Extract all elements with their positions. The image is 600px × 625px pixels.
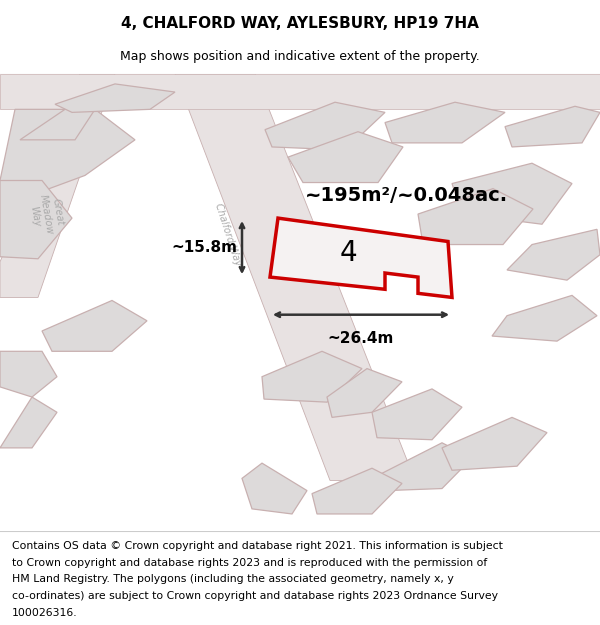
Text: HM Land Registry. The polygons (including the associated geometry, namely x, y: HM Land Registry. The polygons (includin… [12,574,454,584]
Text: co-ordinates) are subject to Crown copyright and database rights 2023 Ordnance S: co-ordinates) are subject to Crown copyr… [12,591,498,601]
Polygon shape [262,351,362,402]
Polygon shape [507,229,600,280]
Polygon shape [288,132,403,182]
Polygon shape [385,102,505,143]
Text: ~15.8m: ~15.8m [171,240,237,255]
Polygon shape [382,442,472,491]
Polygon shape [20,109,95,140]
Text: Great
Meadow
Way: Great Meadow Way [26,191,66,237]
Text: 100026316.: 100026316. [12,608,77,618]
Polygon shape [0,74,600,109]
Polygon shape [312,468,402,514]
Text: 4: 4 [339,239,357,267]
Text: ~195m²/~0.048ac.: ~195m²/~0.048ac. [305,186,508,205]
Polygon shape [0,181,72,259]
Text: Map shows position and indicative extent of the property.: Map shows position and indicative extent… [120,50,480,63]
Polygon shape [55,84,175,112]
Polygon shape [0,397,57,448]
Polygon shape [0,351,57,397]
Text: 4, CHALFORD WAY, AYLESBURY, HP19 7HA: 4, CHALFORD WAY, AYLESBURY, HP19 7HA [121,16,479,31]
Polygon shape [0,74,115,298]
Polygon shape [175,74,415,481]
Polygon shape [327,369,402,418]
Polygon shape [42,301,147,351]
Polygon shape [372,389,462,440]
Polygon shape [442,418,547,470]
Polygon shape [265,102,385,150]
Polygon shape [492,296,597,341]
Polygon shape [418,189,533,244]
Polygon shape [0,109,135,196]
Polygon shape [242,463,307,514]
Polygon shape [505,106,600,147]
Text: ~26.4m: ~26.4m [328,331,394,346]
Text: Chalford Way: Chalford Way [213,202,243,267]
Polygon shape [452,163,572,224]
Text: Contains OS data © Crown copyright and database right 2021. This information is : Contains OS data © Crown copyright and d… [12,541,503,551]
Text: to Crown copyright and database rights 2023 and is reproduced with the permissio: to Crown copyright and database rights 2… [12,558,487,568]
Polygon shape [270,218,452,298]
